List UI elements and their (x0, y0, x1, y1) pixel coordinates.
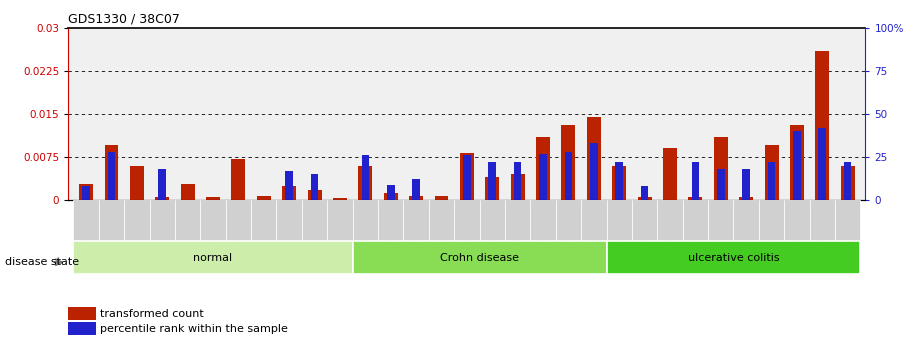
Bar (130, 166, 144, 200)
Bar (810, 200, 835, 240)
Bar (68, 322, 96, 335)
Bar (353, 241, 607, 274)
Bar (488, 162, 496, 200)
Bar (175, 200, 200, 240)
Bar (282, 186, 296, 200)
Bar (98, 200, 124, 240)
Bar (790, 125, 804, 200)
Bar (277, 200, 302, 240)
Bar (514, 162, 521, 200)
Bar (768, 162, 775, 200)
Bar (607, 241, 860, 274)
Bar (251, 200, 277, 240)
Bar (105, 146, 118, 200)
Bar (764, 146, 779, 200)
Text: disease state: disease state (5, 257, 78, 267)
Bar (257, 196, 271, 200)
Text: percentile rank within the sample: percentile rank within the sample (100, 324, 288, 334)
Bar (362, 155, 369, 200)
Bar (124, 200, 149, 240)
Bar (455, 200, 479, 240)
Bar (561, 125, 576, 200)
Bar (739, 197, 753, 200)
Bar (333, 198, 347, 200)
Bar (539, 154, 547, 200)
Bar (311, 174, 318, 200)
Bar (682, 200, 708, 240)
Text: Crohn disease: Crohn disease (440, 253, 519, 263)
Bar (429, 200, 455, 240)
Text: GDS1330 / 38C07: GDS1330 / 38C07 (68, 12, 180, 25)
Bar (231, 159, 245, 200)
Bar (413, 179, 420, 200)
Bar (587, 117, 600, 200)
Text: transformed count: transformed count (100, 309, 204, 318)
Bar (206, 197, 220, 200)
Bar (784, 200, 810, 240)
Bar (353, 200, 378, 240)
Bar (733, 200, 759, 240)
Bar (713, 137, 728, 200)
Bar (479, 200, 505, 240)
Bar (793, 131, 801, 200)
Bar (742, 169, 750, 200)
Bar (505, 200, 530, 240)
Bar (691, 162, 699, 200)
Bar (536, 137, 550, 200)
Bar (556, 200, 581, 240)
Bar (358, 166, 373, 200)
Bar (285, 171, 293, 200)
Bar (486, 177, 499, 200)
Bar (327, 200, 353, 240)
Bar (815, 51, 829, 200)
Bar (835, 200, 860, 240)
Bar (180, 184, 195, 200)
Bar (607, 200, 632, 240)
Bar (565, 152, 572, 200)
Bar (226, 200, 251, 240)
Bar (638, 197, 651, 200)
Bar (68, 307, 96, 320)
Bar (463, 155, 471, 200)
Bar (511, 174, 525, 200)
Bar (689, 197, 702, 200)
Bar (581, 200, 607, 240)
Bar (818, 128, 826, 200)
Bar (74, 241, 353, 274)
Bar (155, 197, 169, 200)
Bar (530, 200, 556, 240)
Bar (460, 153, 474, 200)
Bar (308, 190, 322, 200)
Bar (149, 200, 175, 240)
Bar (640, 186, 649, 200)
Bar (107, 152, 116, 200)
Text: normal: normal (193, 253, 232, 263)
Bar (200, 200, 226, 240)
Bar (717, 169, 724, 200)
Bar (302, 200, 327, 240)
Bar (841, 166, 855, 200)
Bar (159, 169, 166, 200)
Text: ulcerative colitis: ulcerative colitis (688, 253, 779, 263)
Bar (79, 184, 93, 200)
Bar (590, 143, 598, 200)
Bar (378, 200, 404, 240)
Bar (844, 162, 852, 200)
Bar (616, 162, 623, 200)
Bar (612, 166, 626, 200)
Bar (409, 196, 423, 200)
Bar (74, 200, 98, 240)
Bar (657, 200, 682, 240)
Bar (759, 200, 784, 240)
Bar (82, 186, 90, 200)
Bar (404, 200, 429, 240)
Bar (663, 148, 677, 200)
Bar (708, 200, 733, 240)
Bar (387, 185, 394, 200)
Bar (435, 196, 448, 200)
Bar (632, 200, 657, 240)
Bar (384, 193, 398, 200)
